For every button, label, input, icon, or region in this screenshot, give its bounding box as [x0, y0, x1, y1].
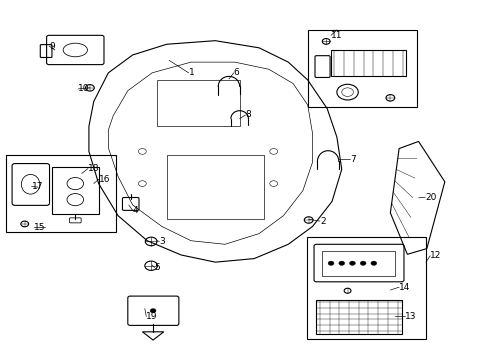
Circle shape — [338, 261, 344, 265]
Circle shape — [360, 261, 366, 265]
Text: 15: 15 — [34, 222, 46, 231]
Text: 4: 4 — [132, 206, 138, 215]
Circle shape — [370, 261, 376, 265]
Text: 8: 8 — [245, 111, 251, 120]
Circle shape — [349, 261, 355, 265]
Text: 12: 12 — [429, 251, 441, 260]
Text: 14: 14 — [398, 283, 409, 292]
Text: 10: 10 — [78, 84, 89, 93]
Text: 1: 1 — [188, 68, 194, 77]
Circle shape — [150, 309, 156, 313]
Text: 18: 18 — [88, 164, 99, 173]
Text: 17: 17 — [31, 182, 43, 191]
Text: 13: 13 — [404, 312, 416, 321]
Text: 9: 9 — [49, 41, 55, 50]
Text: 11: 11 — [330, 31, 342, 40]
Text: 20: 20 — [425, 193, 436, 202]
Text: 2: 2 — [319, 217, 325, 226]
Text: 3: 3 — [159, 237, 165, 246]
Circle shape — [327, 261, 333, 265]
Text: 19: 19 — [146, 312, 158, 321]
Text: 6: 6 — [233, 68, 239, 77]
Text: 16: 16 — [99, 175, 110, 184]
Text: 5: 5 — [154, 263, 160, 272]
Text: 7: 7 — [350, 155, 356, 164]
